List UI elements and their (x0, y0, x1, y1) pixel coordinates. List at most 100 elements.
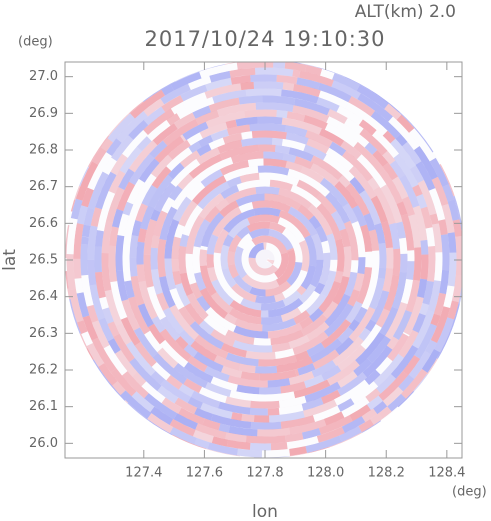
echo-segment (250, 400, 280, 409)
echo-segment (337, 370, 358, 388)
echo-segment (392, 310, 413, 341)
echo-segment (228, 234, 242, 253)
echo-segment (361, 408, 378, 423)
echo-segment (152, 123, 178, 146)
echo-segment (329, 259, 338, 272)
echo-segment (151, 166, 172, 189)
echo-segment (251, 200, 291, 213)
echo-segment (263, 151, 284, 161)
echo-segment (318, 280, 341, 313)
echo-segment (387, 393, 406, 412)
echo-segment (241, 131, 253, 140)
echo-segment (230, 151, 264, 164)
echo-segment (229, 299, 262, 318)
echo-segment (270, 329, 305, 346)
echo-segment (179, 150, 201, 168)
echo-segment (238, 201, 254, 214)
echo-segment (217, 139, 243, 154)
echo-segment (187, 355, 208, 373)
echo-segment (294, 368, 300, 377)
echo-segment (276, 74, 298, 85)
echo-segment (91, 337, 117, 373)
echo-segment (91, 320, 110, 349)
echo-segment (253, 207, 281, 217)
echo-segment (112, 381, 126, 396)
echo-segment (312, 349, 340, 370)
echo-segment (103, 344, 128, 376)
echo-segment (398, 237, 408, 254)
echo-segment (210, 376, 238, 392)
echo-segment (296, 77, 321, 90)
echo-segment (128, 153, 155, 186)
echo-segment (356, 266, 373, 305)
echo-segment (229, 390, 258, 402)
echo-segment (405, 279, 420, 313)
echo-segment (259, 386, 282, 395)
echo-segment (241, 413, 255, 423)
echo-segment (66, 254, 76, 291)
echo-segment (65, 209, 73, 226)
echo-segment (381, 221, 393, 249)
echo-segment (173, 112, 196, 130)
echo-segment (137, 303, 155, 328)
echo-segment (122, 129, 148, 158)
echo-segment (81, 236, 89, 245)
echo-segment (210, 291, 233, 314)
echo-segment (417, 180, 437, 216)
echo-segment (365, 319, 377, 332)
echo-segment (151, 235, 160, 249)
echo-segment (204, 83, 242, 99)
echo-segment (427, 246, 436, 282)
y-tick-label: 27.0 (29, 69, 58, 84)
echo-segment (68, 289, 84, 323)
echo-segment (227, 251, 236, 266)
echo-segment (280, 307, 302, 323)
echo-segment (351, 205, 367, 227)
echo-segment (282, 290, 302, 307)
echo-segment (245, 88, 282, 97)
echo-segment (126, 178, 145, 205)
echo-segment (354, 306, 368, 323)
echo-segment (277, 217, 306, 244)
echo-segment (326, 360, 360, 386)
echo-segment (222, 234, 234, 248)
echo-segment (225, 432, 247, 443)
echo-segment (288, 334, 310, 349)
echo-segment (152, 352, 188, 385)
echo-segment (70, 198, 83, 220)
echo-segment (281, 117, 322, 135)
echo-segment (288, 371, 315, 386)
echo-segment (384, 103, 402, 120)
echo-segment (274, 144, 291, 155)
echo-segment (413, 247, 422, 281)
echo-segment (129, 257, 138, 277)
echo-segment (319, 128, 345, 147)
echo-segment (180, 84, 208, 102)
echo-segment (325, 147, 354, 172)
echo-segment (265, 280, 292, 297)
echo-segment (376, 373, 397, 394)
echo-segment (300, 265, 316, 290)
echo-segment (367, 324, 382, 341)
altitude-label: ALT(km) 2.0 (355, 2, 456, 22)
echo-segment (240, 81, 255, 91)
echo-segment (416, 193, 428, 209)
echo-segment (422, 280, 434, 305)
echo-segment (370, 110, 401, 139)
echo-segment (86, 342, 105, 367)
echo-segment (218, 423, 231, 433)
echo-segment (214, 268, 236, 298)
echo-segment (187, 396, 203, 410)
echo-segment (356, 154, 387, 189)
echo-segment (366, 395, 383, 411)
x-tick-label: 128.2 (368, 466, 405, 481)
echo-segment (315, 225, 328, 243)
echo-segment (129, 357, 162, 392)
echo-segment (110, 135, 134, 162)
echo-segment (294, 350, 310, 362)
echo-segment (150, 247, 159, 270)
echo-segment (161, 196, 175, 214)
echo-segment (323, 154, 355, 182)
echo-segment (323, 411, 345, 426)
echo-segment (412, 313, 426, 333)
